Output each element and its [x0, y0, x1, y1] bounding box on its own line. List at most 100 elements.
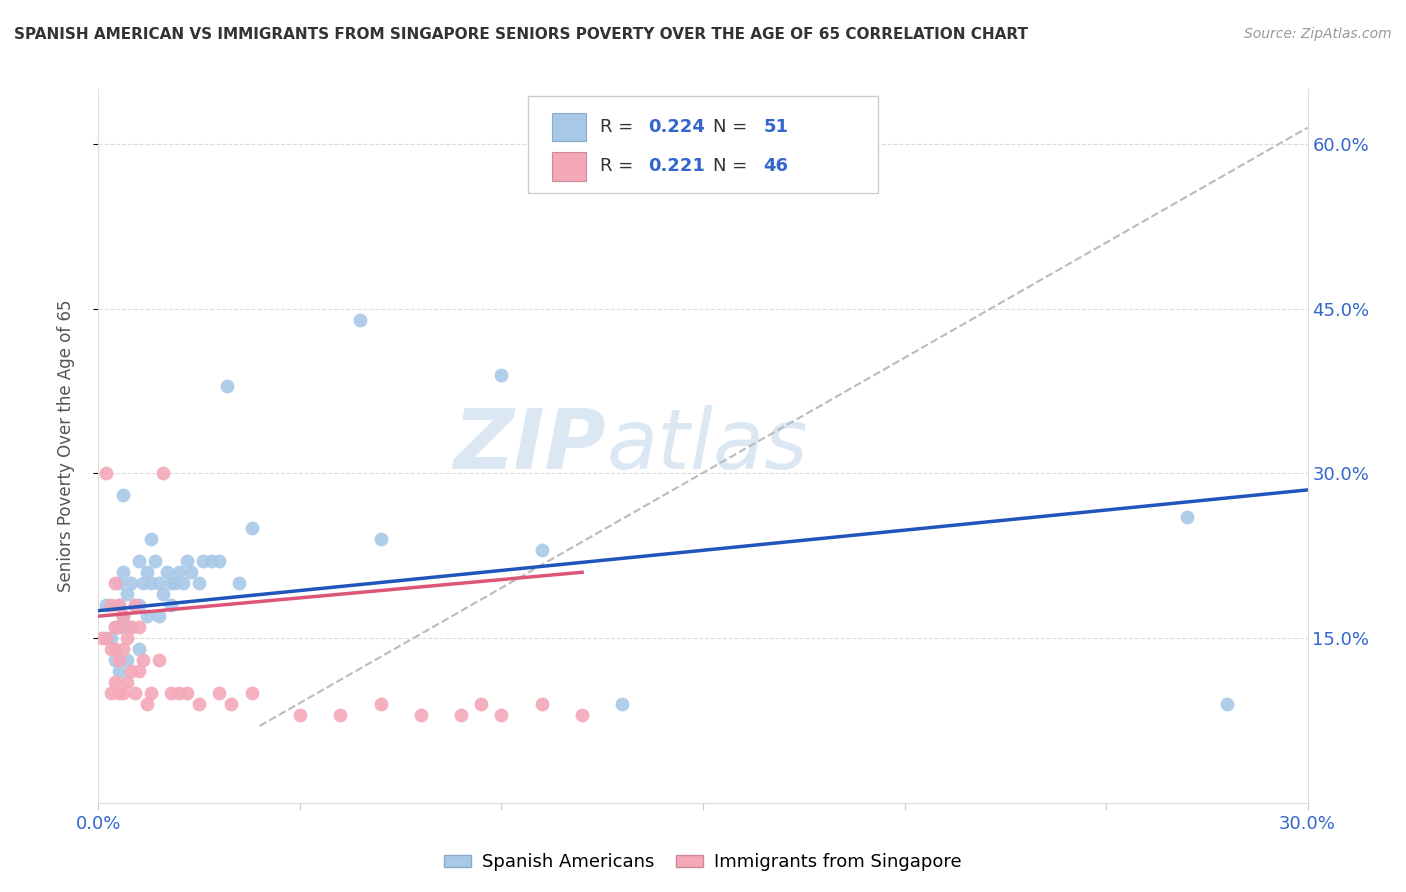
- Point: [172, 576, 194, 591]
- Point: [1216, 697, 1239, 711]
- Point: [450, 708, 472, 723]
- Point: [491, 708, 513, 723]
- Text: 0.224: 0.224: [648, 118, 706, 136]
- Point: [103, 675, 125, 690]
- Point: [124, 686, 146, 700]
- Point: [176, 554, 198, 568]
- Point: [115, 653, 138, 667]
- Point: [491, 368, 513, 382]
- Point: [111, 566, 134, 580]
- FancyBboxPatch shape: [551, 112, 586, 141]
- Point: [132, 653, 155, 667]
- Text: N =: N =: [713, 118, 752, 136]
- Point: [96, 631, 118, 645]
- FancyBboxPatch shape: [551, 152, 586, 180]
- Point: [530, 543, 553, 558]
- Point: [530, 697, 553, 711]
- Point: [228, 576, 250, 591]
- Point: [103, 620, 125, 634]
- Point: [139, 686, 162, 700]
- Point: [160, 686, 183, 700]
- Point: [148, 576, 170, 591]
- Point: [208, 554, 231, 568]
- Point: [1175, 510, 1198, 524]
- Text: SPANISH AMERICAN VS IMMIGRANTS FROM SINGAPORE SENIORS POVERTY OVER THE AGE OF 65: SPANISH AMERICAN VS IMMIGRANTS FROM SING…: [14, 27, 1028, 42]
- Point: [152, 467, 174, 481]
- Point: [120, 620, 142, 634]
- Point: [103, 642, 125, 657]
- Point: [200, 554, 222, 568]
- Text: R =: R =: [600, 118, 640, 136]
- Point: [128, 664, 150, 678]
- Text: atlas: atlas: [606, 406, 808, 486]
- Point: [188, 697, 211, 711]
- Point: [111, 609, 134, 624]
- Point: [96, 467, 118, 481]
- Point: [115, 620, 138, 634]
- Point: [156, 566, 179, 580]
- Point: [240, 521, 263, 535]
- Point: [128, 620, 150, 634]
- Point: [370, 533, 392, 547]
- Point: [132, 576, 155, 591]
- Point: [135, 566, 157, 580]
- Point: [470, 697, 492, 711]
- Text: Source: ZipAtlas.com: Source: ZipAtlas.com: [1244, 27, 1392, 41]
- Point: [176, 686, 198, 700]
- Point: [612, 697, 634, 711]
- Point: [111, 609, 134, 624]
- Text: N =: N =: [713, 157, 752, 175]
- Legend: Spanish Americans, Immigrants from Singapore: Spanish Americans, Immigrants from Singa…: [437, 847, 969, 879]
- Point: [139, 576, 162, 591]
- Point: [91, 631, 114, 645]
- Point: [100, 631, 122, 645]
- Point: [188, 576, 211, 591]
- Point: [120, 664, 142, 678]
- Y-axis label: Seniors Poverty Over the Age of 65: Seniors Poverty Over the Age of 65: [56, 300, 75, 592]
- Point: [120, 576, 142, 591]
- Point: [128, 554, 150, 568]
- Point: [217, 378, 239, 392]
- Point: [115, 587, 138, 601]
- Point: [107, 576, 129, 591]
- Point: [180, 566, 202, 580]
- Point: [148, 609, 170, 624]
- Point: [107, 598, 129, 612]
- Point: [111, 488, 134, 502]
- Point: [571, 708, 593, 723]
- Point: [100, 642, 122, 657]
- Point: [107, 686, 129, 700]
- Text: 51: 51: [763, 118, 789, 136]
- Text: R =: R =: [600, 157, 640, 175]
- Point: [139, 533, 162, 547]
- Point: [160, 576, 183, 591]
- Text: 46: 46: [763, 157, 789, 175]
- Point: [329, 708, 352, 723]
- Point: [100, 686, 122, 700]
- Point: [167, 566, 190, 580]
- Point: [103, 653, 125, 667]
- Point: [240, 686, 263, 700]
- Point: [167, 686, 190, 700]
- Point: [107, 598, 129, 612]
- Text: 0.221: 0.221: [648, 157, 706, 175]
- Point: [103, 620, 125, 634]
- Point: [120, 620, 142, 634]
- Point: [349, 312, 371, 326]
- Point: [103, 576, 125, 591]
- Point: [128, 642, 150, 657]
- Text: ZIP: ZIP: [454, 406, 606, 486]
- Point: [160, 598, 183, 612]
- Point: [107, 653, 129, 667]
- Point: [111, 686, 134, 700]
- Point: [128, 598, 150, 612]
- Point: [221, 697, 243, 711]
- Point: [124, 598, 146, 612]
- Point: [208, 686, 231, 700]
- Point: [152, 587, 174, 601]
- Point: [409, 708, 432, 723]
- Point: [143, 554, 166, 568]
- Point: [107, 620, 129, 634]
- Point: [111, 642, 134, 657]
- Point: [288, 708, 311, 723]
